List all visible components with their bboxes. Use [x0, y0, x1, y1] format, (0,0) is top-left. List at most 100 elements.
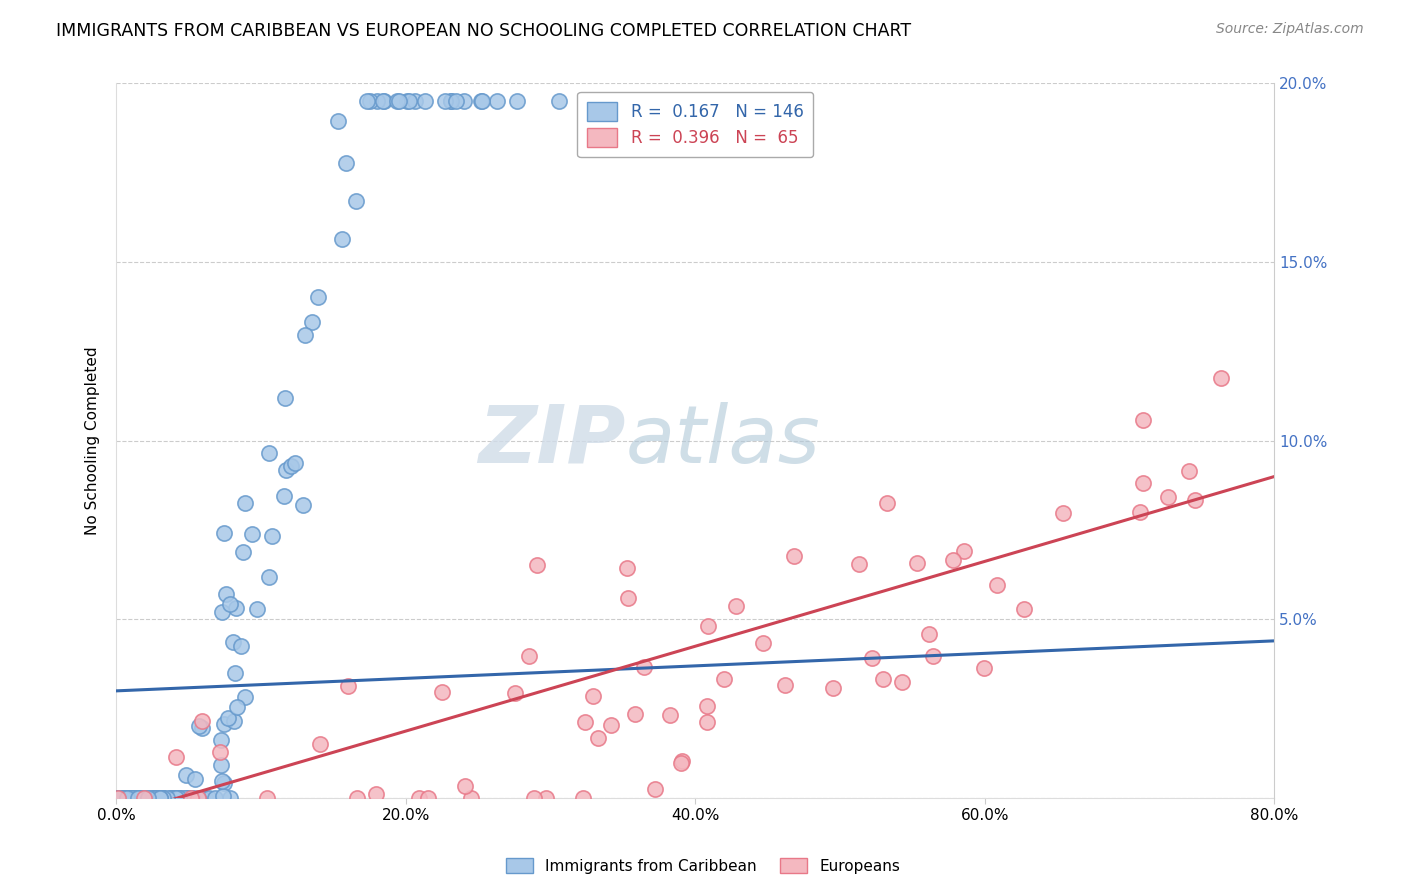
Point — [616, 561, 638, 575]
Point — [177, 791, 200, 805]
Point — [385, 95, 408, 109]
Point — [166, 791, 188, 805]
Point — [586, 731, 609, 746]
Point — [173, 791, 195, 805]
Point — [721, 95, 744, 109]
Point — [225, 601, 247, 615]
Point — [697, 618, 720, 632]
Point — [177, 791, 200, 805]
Point — [107, 791, 129, 805]
Point — [167, 791, 190, 805]
Point — [108, 791, 131, 805]
Point — [330, 232, 353, 246]
Point — [783, 549, 806, 563]
Point — [398, 95, 420, 109]
Point — [821, 681, 844, 695]
Point — [471, 95, 494, 109]
Point — [217, 711, 239, 725]
Point — [713, 673, 735, 687]
Point — [1184, 492, 1206, 507]
Point — [905, 556, 928, 570]
Point — [503, 686, 526, 700]
Point — [388, 95, 411, 109]
Point — [226, 700, 249, 714]
Point — [1129, 505, 1152, 519]
Point — [166, 791, 188, 805]
Point — [444, 95, 467, 109]
Point — [177, 791, 200, 805]
Point — [132, 791, 155, 805]
Text: Source: ZipAtlas.com: Source: ZipAtlas.com — [1216, 22, 1364, 37]
Point — [752, 635, 775, 649]
Point — [506, 95, 529, 109]
Point — [876, 496, 898, 510]
Point — [257, 446, 280, 460]
Point — [159, 791, 181, 805]
Point — [344, 194, 367, 208]
Point — [526, 558, 548, 573]
Point — [860, 650, 883, 665]
Point — [145, 791, 167, 805]
Point — [415, 95, 437, 109]
Point — [204, 791, 226, 805]
Point — [187, 791, 209, 805]
Point — [191, 714, 214, 728]
Point — [211, 774, 233, 789]
Point — [107, 791, 129, 805]
Point — [165, 791, 187, 805]
Point — [115, 791, 138, 805]
Point — [121, 791, 143, 805]
Point — [212, 776, 235, 790]
Point — [152, 791, 174, 805]
Point — [110, 791, 132, 805]
Point — [336, 679, 359, 693]
Point — [240, 526, 263, 541]
Point — [523, 791, 546, 805]
Point — [181, 791, 204, 805]
Point — [174, 768, 197, 782]
Point — [124, 791, 146, 805]
Point — [696, 699, 718, 714]
Point — [229, 639, 252, 653]
Point — [366, 95, 388, 109]
Point — [111, 791, 134, 805]
Point — [136, 791, 159, 805]
Point — [1209, 371, 1232, 385]
Point — [891, 675, 914, 690]
Text: IMMIGRANTS FROM CARIBBEAN VS EUROPEAN NO SCHOOLING COMPLETED CORRELATION CHART: IMMIGRANTS FROM CARIBBEAN VS EUROPEAN NO… — [56, 22, 911, 40]
Point — [107, 791, 129, 805]
Point — [326, 113, 349, 128]
Point — [440, 95, 463, 109]
Point — [274, 391, 297, 405]
Point — [145, 791, 167, 805]
Point — [696, 715, 718, 730]
Point — [430, 684, 453, 698]
Point — [256, 791, 278, 805]
Legend: R =  0.167   N = 146, R =  0.396   N =  65: R = 0.167 N = 146, R = 0.396 N = 65 — [578, 92, 814, 157]
Point — [775, 678, 797, 692]
Point — [294, 328, 316, 343]
Point — [366, 787, 388, 801]
Point — [917, 627, 939, 641]
Text: ZIP: ZIP — [478, 401, 626, 480]
Point — [232, 544, 254, 558]
Point — [107, 791, 129, 805]
Point — [1157, 491, 1180, 505]
Point — [942, 553, 965, 567]
Point — [671, 754, 693, 768]
Point — [986, 577, 1008, 591]
Point — [233, 690, 256, 705]
Point — [600, 717, 623, 731]
Point — [659, 708, 682, 723]
Point — [165, 750, 187, 764]
Point — [129, 791, 152, 805]
Point — [188, 719, 211, 733]
Point — [209, 732, 232, 747]
Point — [131, 791, 153, 805]
Point — [952, 544, 974, 558]
Point — [191, 721, 214, 735]
Point — [335, 155, 357, 169]
Point — [107, 791, 129, 805]
Point — [219, 597, 242, 611]
Point — [453, 95, 475, 109]
